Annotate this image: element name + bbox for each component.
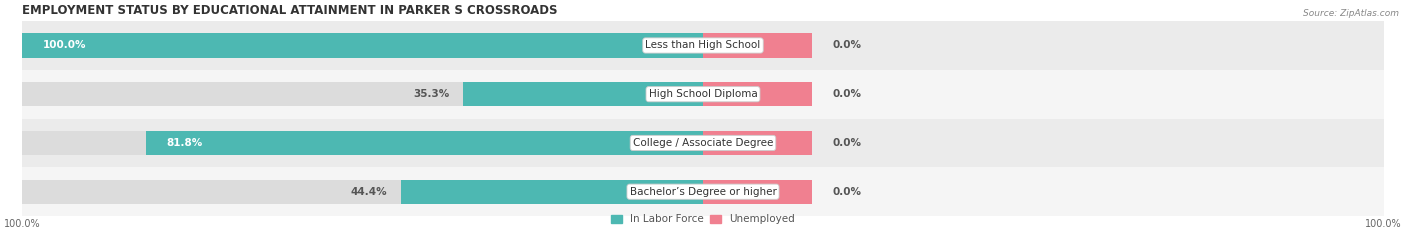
Text: 0.0%: 0.0% [832,41,862,51]
Bar [401,179,703,204]
Text: 0.0%: 0.0% [832,89,862,99]
Bar [22,179,703,204]
Text: 81.8%: 81.8% [167,138,202,148]
Text: College / Associate Degree: College / Associate Degree [633,138,773,148]
Text: Bachelor’s Degree or higher: Bachelor’s Degree or higher [630,187,776,197]
Text: 0.0%: 0.0% [832,187,862,197]
Text: Less than High School: Less than High School [645,41,761,51]
Bar [22,33,703,58]
Text: EMPLOYMENT STATUS BY EDUCATIONAL ATTAINMENT IN PARKER S CROSSROADS: EMPLOYMENT STATUS BY EDUCATIONAL ATTAINM… [22,4,558,17]
Bar [22,119,1384,167]
Bar [22,167,1384,216]
Bar [703,131,811,155]
Text: 44.4%: 44.4% [350,187,387,197]
Bar [703,82,811,106]
Bar [463,82,703,106]
Bar [703,179,811,204]
Bar [22,21,1384,70]
Text: 100.0%: 100.0% [44,41,86,51]
Bar [22,70,1384,119]
Bar [22,131,703,155]
Text: 0.0%: 0.0% [832,138,862,148]
Text: High School Diploma: High School Diploma [648,89,758,99]
Bar [22,33,703,58]
Legend: In Labor Force, Unemployed: In Labor Force, Unemployed [609,212,797,226]
Bar [146,131,703,155]
Text: 35.3%: 35.3% [413,89,449,99]
Text: Source: ZipAtlas.com: Source: ZipAtlas.com [1303,9,1399,18]
Bar [703,33,811,58]
Bar [22,82,703,106]
